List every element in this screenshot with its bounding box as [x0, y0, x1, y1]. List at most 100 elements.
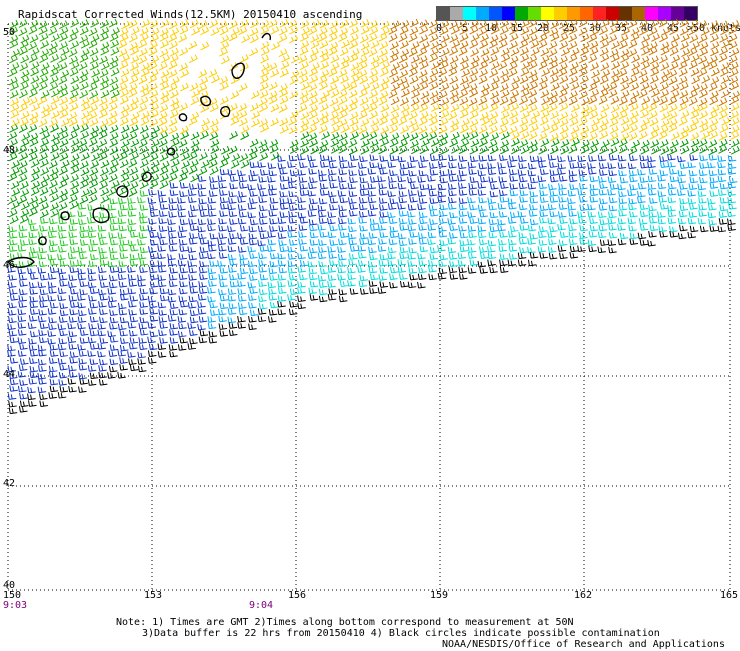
wind-barb [348, 139, 358, 148]
wind-barb [137, 365, 147, 373]
wind-barb [191, 89, 201, 98]
wind-barb [109, 124, 119, 134]
wind-barb [217, 260, 226, 267]
wind-barb [38, 246, 48, 254]
wind-barb [160, 19, 170, 29]
wind-barb [178, 253, 188, 260]
wind-barb [57, 287, 67, 295]
wind-barb [28, 124, 38, 133]
wind-barb [519, 47, 529, 56]
wind-barb [229, 280, 239, 288]
wind-barb [727, 196, 736, 204]
wind-barb [139, 308, 148, 315]
wind-barb [9, 336, 19, 344]
wind-barb [618, 110, 628, 120]
wind-barb [169, 189, 179, 197]
wind-barb [230, 75, 240, 85]
wind-barb [518, 162, 527, 170]
wind-barb [649, 224, 659, 232]
wind-barb [528, 34, 538, 43]
wind-barb [359, 274, 369, 282]
wind-barb [328, 288, 337, 295]
wind-barb [208, 336, 218, 344]
wind-barb [288, 19, 298, 29]
wind-barb [538, 61, 548, 70]
wind-barb [188, 274, 197, 281]
wind-barb [509, 116, 519, 126]
wind-barb [29, 273, 39, 280]
wind-barb [360, 139, 370, 148]
wind-barb [360, 118, 370, 127]
wind-barb [480, 48, 490, 57]
wind-barb [730, 117, 740, 126]
wind-barb [117, 273, 127, 281]
wind-barb [470, 60, 479, 70]
wind-barb [720, 68, 729, 77]
wind-barb [628, 19, 638, 29]
wind-barb [448, 175, 458, 182]
wind-barb [109, 266, 119, 273]
wind-barb [698, 169, 708, 177]
wind-barb [430, 61, 440, 70]
wind-barb [119, 203, 129, 211]
wind-barb [669, 41, 679, 50]
wind-barb [9, 238, 18, 246]
wind-barb [648, 103, 658, 112]
wind-barb [21, 132, 31, 142]
wind-barb [529, 203, 538, 211]
legend-swatch [632, 7, 645, 20]
wind-barb [360, 48, 370, 57]
wind-barb [219, 189, 228, 196]
wind-barb [598, 169, 608, 176]
wind-barb [158, 329, 167, 337]
wind-barb [119, 245, 128, 252]
wind-barb [148, 47, 158, 57]
wind-barb [148, 74, 158, 84]
wind-barb [119, 344, 129, 352]
wind-barb [500, 69, 509, 78]
wind-barb [347, 217, 357, 225]
wind-barb [529, 196, 539, 204]
wind-barb [189, 287, 199, 294]
wind-barb [148, 82, 158, 92]
wind-barb [357, 245, 367, 252]
wind-barb [48, 371, 58, 378]
wind-barb [729, 75, 739, 85]
wind-barb [409, 231, 418, 238]
wind-barb [529, 75, 539, 84]
wind-barb [699, 154, 708, 162]
wind-barb [128, 358, 137, 365]
wind-barb [219, 210, 228, 217]
wind-barb [220, 55, 230, 65]
legend-label: 35 [614, 23, 628, 34]
wind-barb [531, 110, 541, 120]
wind-barb [308, 182, 317, 190]
wind-barb [349, 111, 359, 121]
wind-barb [88, 295, 97, 302]
wind-barb [607, 189, 616, 196]
wind-barb [157, 343, 167, 350]
wind-barb [150, 173, 160, 183]
wind-barb [229, 182, 238, 190]
wind-barb [188, 54, 198, 64]
wind-barb [168, 203, 178, 211]
wind-barb [238, 175, 248, 183]
wind-barb [58, 76, 68, 85]
wind-barb [57, 253, 66, 261]
wind-barb [129, 103, 139, 112]
wind-barb [638, 89, 648, 99]
wind-barb [200, 41, 210, 51]
wind-barb [499, 26, 509, 36]
wind-barb [218, 182, 227, 189]
wind-barb [140, 62, 150, 72]
wind-barb [488, 203, 497, 211]
wind-barb [339, 19, 349, 29]
wind-barb [49, 343, 58, 351]
wind-barb [620, 124, 630, 133]
wind-barb [379, 155, 388, 162]
wind-barb [98, 138, 108, 148]
wind-barb [58, 337, 68, 345]
wind-barb [550, 138, 560, 148]
wind-barb [661, 69, 671, 79]
wind-barb [418, 169, 428, 177]
